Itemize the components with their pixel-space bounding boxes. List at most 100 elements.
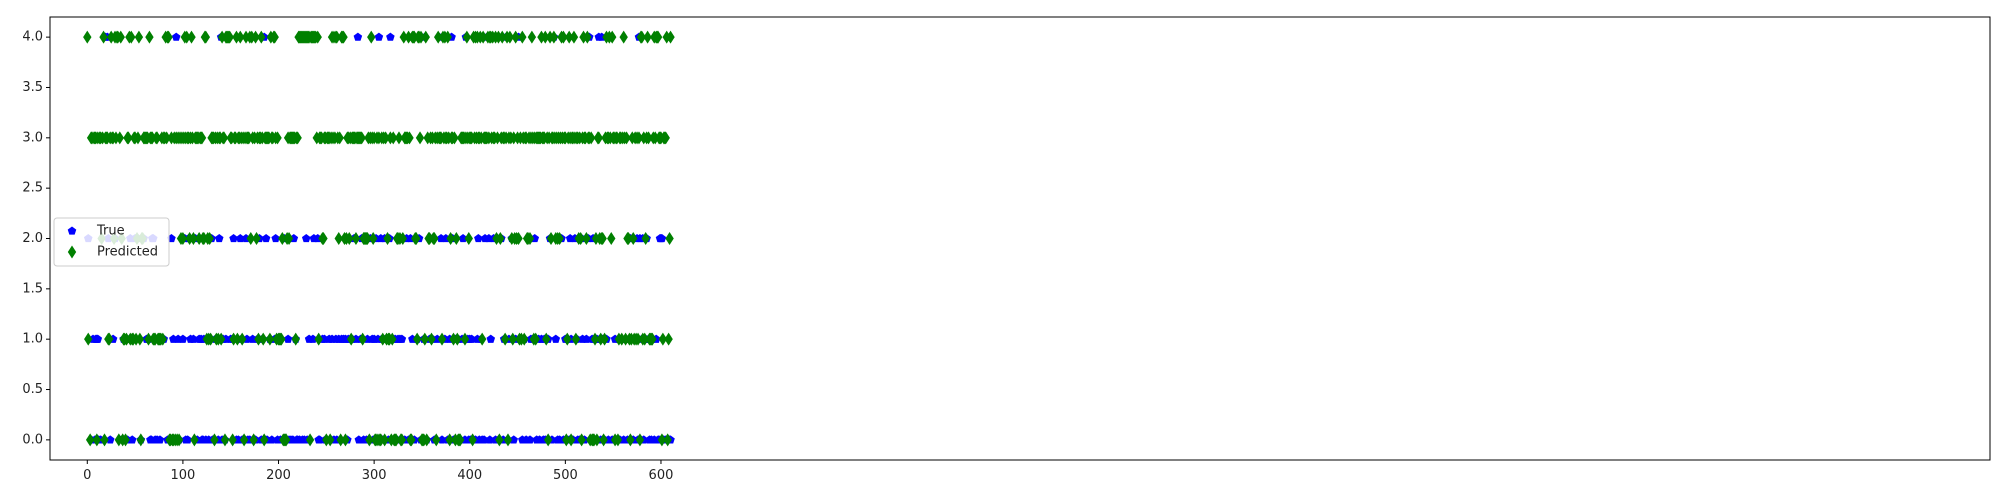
predicted-point (124, 131, 133, 145)
y-tick-label: 3.5 (22, 80, 43, 95)
predicted-point (460, 332, 470, 346)
predicted-point (446, 232, 455, 245)
predicted-point (624, 232, 633, 245)
y-axis: 0.0 0.5 1.0 1.5 2.0 2.5 3.0 3.5 4.0 (22, 30, 50, 447)
predicted-point (325, 433, 335, 447)
predicted-point (189, 232, 198, 245)
predicted-point (633, 332, 643, 346)
predicted-point (257, 30, 266, 44)
x-tick-label: 100 (170, 468, 195, 483)
predicted-point (335, 131, 344, 145)
predicted-point (265, 332, 275, 346)
true-point (301, 234, 311, 243)
predicted-point (381, 131, 390, 145)
predicted-point (339, 30, 348, 44)
legend-entry-true: True (67, 224, 125, 239)
predicted-point (246, 232, 255, 245)
predicted-point (445, 433, 454, 447)
predicted-point (514, 232, 523, 245)
true-point (235, 234, 245, 243)
predicted-point (477, 332, 487, 346)
predicted-point (391, 433, 401, 447)
predicted-point (594, 131, 604, 145)
y-tick-label: 1.0 (22, 332, 43, 347)
predicted-point (562, 433, 571, 447)
predicted-point (664, 332, 673, 346)
predicted-point (164, 30, 173, 44)
predicted-point (270, 30, 279, 44)
predicted-point (437, 332, 447, 346)
y-tick-label: 1.5 (22, 281, 43, 296)
predicted-point (665, 232, 674, 245)
predicted-point (380, 433, 389, 447)
predicted-point (416, 30, 426, 44)
predicted-point (281, 433, 291, 447)
predicted-point (388, 332, 397, 346)
predicted-point (598, 232, 607, 245)
true-point (183, 435, 192, 444)
predicted-point (145, 30, 154, 44)
predicted-point (453, 332, 462, 346)
predicted-series-markers (83, 30, 675, 447)
legend: True Predicted (53, 217, 170, 267)
predicted-point (152, 131, 162, 145)
predicted-point (478, 30, 488, 44)
predicted-point (430, 232, 439, 245)
y-tick-label: 0.0 (22, 432, 43, 447)
predicted-point (452, 232, 461, 245)
predicted-point (220, 433, 230, 447)
x-axis: 0 100 200 300 400 500 600 (83, 460, 673, 483)
predicted-point (219, 131, 229, 145)
legend-label-true: True (96, 224, 125, 239)
predicted-point (162, 131, 171, 145)
predicted-point (626, 433, 635, 447)
predicted-point (663, 433, 672, 447)
predicted-point (644, 131, 653, 145)
predicted-point (559, 30, 568, 44)
predicted-point (116, 30, 125, 44)
predicted-point (389, 131, 398, 145)
predicted-point (158, 332, 168, 346)
true-point (386, 32, 395, 41)
predicted-point (273, 131, 282, 145)
predicted-point (383, 232, 392, 245)
true-point (229, 234, 238, 243)
true-point (189, 334, 198, 343)
predicted-point (634, 131, 644, 145)
predicted-point (134, 30, 144, 44)
predicted-point (277, 332, 286, 346)
predicted-point (84, 332, 93, 346)
predicted-point (394, 131, 404, 145)
predicted-point (346, 332, 356, 346)
true-point (467, 334, 476, 343)
predicted-point (422, 433, 431, 447)
predicted-point (566, 433, 576, 447)
predicted-point (225, 30, 234, 44)
predicted-point (629, 232, 638, 245)
y-tick-label: 2.0 (22, 231, 43, 246)
predicted-point (115, 131, 124, 145)
x-tick-label: 600 (649, 468, 674, 483)
predicted-point (607, 232, 616, 245)
predicted-point (398, 232, 408, 245)
predicted-point (174, 433, 184, 447)
true-point (485, 435, 495, 444)
predicted-point (190, 433, 199, 447)
predicted-point (455, 433, 465, 447)
predicted-point (555, 232, 564, 245)
predicted-point (613, 433, 623, 447)
predicted-point (228, 433, 237, 447)
predicted-point (498, 30, 507, 44)
predicted-point (468, 433, 477, 447)
predicted-point (365, 433, 374, 447)
y-tick-label: 0.5 (22, 382, 43, 397)
predicted-point (121, 433, 130, 447)
predicted-point (525, 232, 535, 245)
predicted-point (251, 30, 260, 44)
true-point (657, 234, 667, 243)
predicted-point (136, 433, 146, 447)
true-point (525, 435, 535, 444)
predicted-point (520, 332, 529, 346)
predicted-point (357, 131, 366, 145)
predicted-point (239, 433, 249, 447)
